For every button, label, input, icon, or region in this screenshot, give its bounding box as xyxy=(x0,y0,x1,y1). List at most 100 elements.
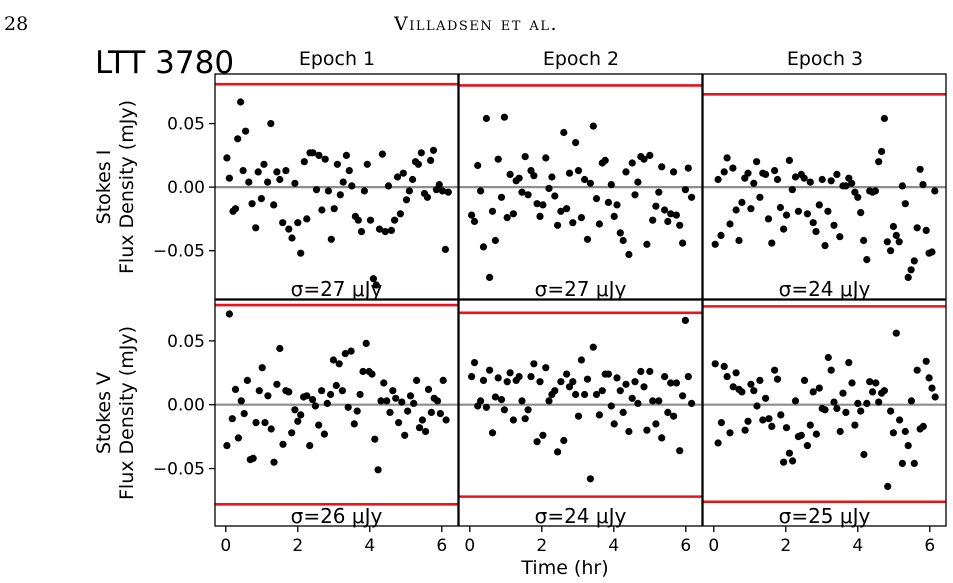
data-point xyxy=(267,425,275,433)
data-point xyxy=(239,167,247,175)
y-tick-label: 0.05 xyxy=(167,332,205,352)
data-point xyxy=(747,205,755,213)
data-point xyxy=(875,398,883,406)
data-point xyxy=(371,435,379,443)
data-point xyxy=(655,188,663,196)
epoch-title-3: Epoch 3 xyxy=(787,48,863,70)
data-point xyxy=(714,175,722,184)
data-point xyxy=(482,114,490,123)
data-point xyxy=(378,150,386,158)
data-point xyxy=(444,188,452,196)
data-point xyxy=(572,139,580,147)
data-point xyxy=(494,155,502,163)
data-point xyxy=(592,195,601,203)
data-point xyxy=(264,392,272,400)
data-point xyxy=(270,201,278,209)
data-point xyxy=(368,370,376,378)
data-point xyxy=(497,193,506,201)
data-point xyxy=(530,172,538,180)
data-point xyxy=(887,247,895,255)
data-point xyxy=(530,360,538,368)
x-tick-label: 2 xyxy=(536,536,547,556)
data-point xyxy=(592,390,601,399)
data-point xyxy=(318,387,326,395)
data-point xyxy=(225,310,233,318)
data-point xyxy=(652,202,660,210)
data-point xyxy=(231,205,240,213)
data-point xyxy=(711,240,719,248)
data-point xyxy=(901,427,909,436)
data-point xyxy=(776,203,785,212)
data-point xyxy=(836,233,844,241)
data-point xyxy=(910,459,918,467)
data-point xyxy=(619,408,627,416)
data-point xyxy=(869,388,877,396)
data-point xyxy=(589,122,597,130)
data-point xyxy=(468,211,476,219)
data-point xyxy=(521,415,529,423)
data-point xyxy=(372,281,380,289)
data-point xyxy=(506,369,514,377)
data-point xyxy=(311,402,319,410)
data-point xyxy=(344,403,352,411)
data-point xyxy=(851,421,859,429)
data-point xyxy=(554,448,562,456)
data-point xyxy=(676,221,684,229)
data-point xyxy=(234,434,242,442)
data-point xyxy=(369,275,377,283)
data-point xyxy=(672,211,681,219)
data-point xyxy=(503,378,511,386)
data-point xyxy=(303,392,311,400)
data-point xyxy=(569,378,577,386)
data-point xyxy=(848,379,856,387)
data-point xyxy=(360,187,368,195)
data-point xyxy=(765,415,773,423)
data-point xyxy=(780,225,788,233)
data-point xyxy=(904,442,912,450)
data-point xyxy=(401,431,409,439)
data-point xyxy=(830,221,838,229)
data-point xyxy=(842,182,850,190)
data-point xyxy=(643,426,651,434)
data-point xyxy=(406,392,415,400)
data-point xyxy=(366,216,375,224)
data-point xyxy=(655,397,663,405)
data-point xyxy=(477,187,485,195)
data-point xyxy=(649,216,657,224)
data-point xyxy=(833,404,841,413)
data-point xyxy=(872,379,880,387)
data-point xyxy=(684,164,692,172)
data-point xyxy=(854,193,862,201)
data-point xyxy=(254,168,262,176)
data-point xyxy=(809,388,817,396)
data-point xyxy=(488,429,497,437)
data-point xyxy=(276,344,284,353)
data-point xyxy=(515,174,523,182)
data-point xyxy=(613,374,621,382)
data-point xyxy=(563,205,571,213)
data-point xyxy=(339,178,347,186)
data-point xyxy=(898,459,907,467)
data-point xyxy=(782,424,791,432)
data-point xyxy=(362,339,370,347)
data-point xyxy=(536,212,544,220)
row-label-stokes-i-units: Flux Density (mJy) xyxy=(116,100,138,274)
data-point xyxy=(245,178,253,186)
data-point xyxy=(413,376,421,384)
data-point xyxy=(661,373,669,381)
data-point xyxy=(551,192,559,200)
data-point xyxy=(658,163,666,171)
sigma-label: σ=26 μJy xyxy=(291,504,383,528)
sigma-label: σ=25 μJy xyxy=(779,504,871,528)
data-point xyxy=(391,216,399,224)
data-point xyxy=(494,374,502,382)
data-point xyxy=(223,442,231,450)
data-point xyxy=(255,387,263,395)
data-point xyxy=(261,419,269,427)
data-point xyxy=(341,350,349,358)
data-point xyxy=(768,239,776,247)
data-point xyxy=(318,206,326,214)
data-point xyxy=(815,384,823,392)
data-point xyxy=(418,416,426,424)
